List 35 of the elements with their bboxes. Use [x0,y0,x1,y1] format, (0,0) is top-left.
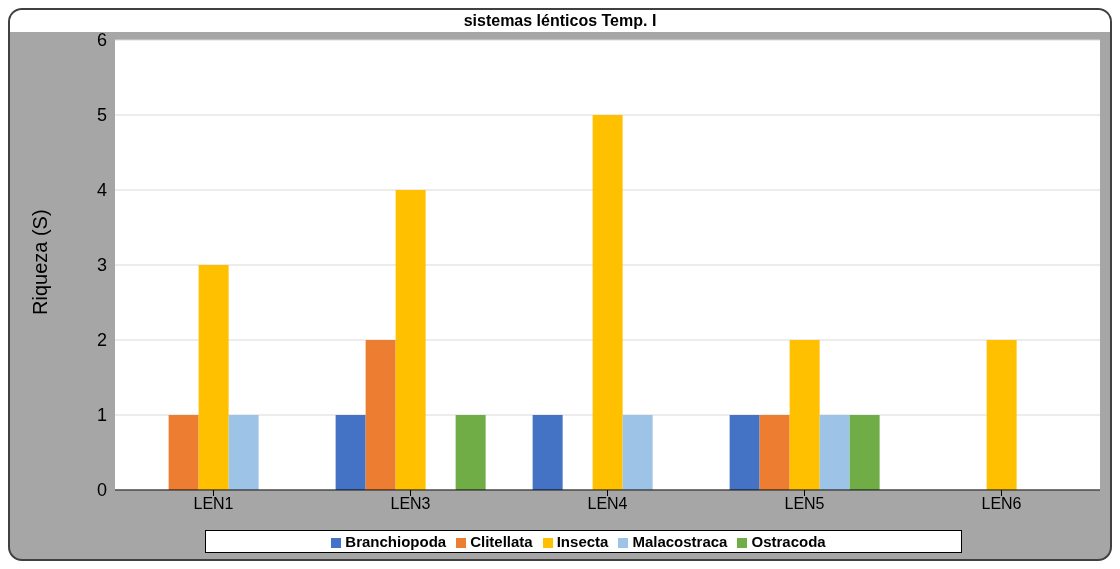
legend-label: Branchiopoda [345,533,447,550]
bar [986,340,1017,490]
bar [198,265,229,490]
bar [622,415,653,490]
bar [228,415,259,490]
bar [365,340,396,490]
bar [395,190,426,490]
x-tick-label: LEN3 [390,495,431,513]
y-tick-label: 4 [96,180,107,201]
bar [849,415,880,490]
bar [819,415,850,490]
y-tick-label: 3 [96,255,107,276]
bar [789,340,820,490]
y-tick-label: 1 [96,405,107,426]
y-tick-label: 6 [96,30,107,51]
bar [592,115,623,490]
bar [168,415,199,490]
bar [729,415,760,490]
y-tick-label: 0 [96,480,107,501]
y-tick-label: 2 [96,330,107,351]
legend-label: Malacostraca [632,533,728,550]
bar [335,415,366,490]
y-tick-label: 5 [96,105,107,126]
legend-label: Clitellata [470,533,533,550]
bar [455,415,486,490]
legend-label: Ostracoda [751,533,826,550]
legend-label: Insecta [556,533,609,550]
y-axis-title: Riqueza (S) [29,209,52,315]
x-tick-label: LEN6 [981,495,1022,513]
bar [759,415,790,490]
x-tick-label: LEN5 [784,495,825,513]
chart-title: sistemas lénticos Temp. I [10,10,1110,32]
x-tick-label: LEN4 [587,495,628,513]
bar [532,415,563,490]
x-tick-label: LEN1 [193,495,234,513]
